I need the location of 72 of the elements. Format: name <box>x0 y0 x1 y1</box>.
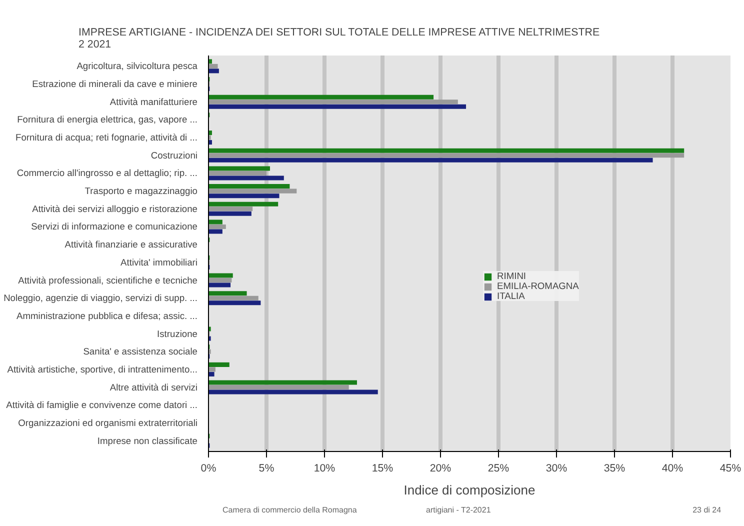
bar <box>208 367 216 372</box>
x-tick-label: 25% <box>488 462 510 474</box>
y-tick-label: Commercio all'ingrosso e al dettaglio; rip. ... <box>16 168 198 178</box>
bar <box>208 362 230 367</box>
legend-label: ITALIA <box>497 291 525 301</box>
y-tick-label: Attività di famiglie e convivenze come datori ... <box>6 400 198 410</box>
chart-title: IMPRESE ARTIGIANE - INCIDENZA DEI SETTORI SUL TOTALE DELLE IMPRESE ATTIVE NELTRIMESTRE 2 2021 <box>78 26 600 50</box>
bar <box>208 94 434 100</box>
bar <box>208 206 253 212</box>
bar <box>208 291 247 296</box>
y-tick-label: Amministrazione pubblica e difesa; assic. ... <box>16 310 198 321</box>
y-tick-label: Agricoltura, silvicoltura pesca <box>76 61 198 72</box>
bar <box>208 64 218 68</box>
y-tick-label: Istruzione <box>157 328 198 339</box>
bar <box>208 194 280 198</box>
y-tick-label: Imprese non classificate <box>97 436 198 446</box>
bar <box>208 380 357 385</box>
bar <box>208 104 466 109</box>
y-tick-label: Fornitura di energia elettrica, gas, vapore ... <box>17 114 198 125</box>
y-tick-label: Organizzazioni ed organismi extraterritoriali <box>18 418 198 428</box>
x-axis-title: Indice di composizione <box>404 482 536 498</box>
bar <box>208 296 258 300</box>
bar <box>208 282 231 288</box>
bar <box>208 158 653 162</box>
y-tick-label: Altre attività di servizi <box>110 382 198 392</box>
y-tick-label: Fornitura di acqua; reti fognarie, attività di ... <box>16 132 198 143</box>
y-tick-label: Noleggio, agenzie di viaggio, servizi di supp. ... <box>4 293 198 304</box>
x-tick-label: 0% <box>200 462 217 474</box>
bar <box>208 385 349 390</box>
x-tick-label: 45% <box>720 462 742 474</box>
x-tick-label: 15% <box>372 462 394 474</box>
x-tick-label: 10% <box>314 462 336 474</box>
y-tick-label: Attivita' immobiliari <box>120 257 198 268</box>
legend-label: RIMINI <box>497 271 526 281</box>
bar <box>208 153 684 158</box>
bar <box>208 148 684 153</box>
y-tick-label: Sanita' e assistenza sociale <box>83 346 198 357</box>
bar <box>208 170 266 176</box>
bar <box>208 68 219 74</box>
y-tick-label: Servizi di informazione e comunicazione <box>31 222 198 232</box>
y-tick-label: Attività artistiche, sportive, di intrattenimento... <box>7 364 198 374</box>
y-tick-label: Attività manifatturiere <box>110 96 198 107</box>
x-tick-label: 30% <box>546 462 568 474</box>
y-tick-label: Attività dei servizi alloggio e ristorazione <box>32 204 198 214</box>
bar <box>208 278 232 283</box>
bar <box>208 273 233 278</box>
y-tick-label: Estrazione di minerali da cave e miniere <box>32 79 198 90</box>
x-tick-label: 35% <box>604 462 626 474</box>
x-tick-label: 40% <box>662 462 684 474</box>
bar <box>208 224 226 230</box>
legend-label: EMILIA-ROMAGNA <box>497 281 579 291</box>
y-tick-label: Trasporto e magazzinaggio <box>84 186 198 196</box>
bar <box>208 211 252 216</box>
bar <box>208 390 378 394</box>
bar <box>208 202 278 206</box>
bar <box>208 184 290 189</box>
text: artigiani - T2-2021 <box>426 506 492 514</box>
bar <box>208 372 214 376</box>
bar <box>208 300 261 306</box>
bar <box>208 100 458 104</box>
x-tick-label: 5% <box>258 462 275 474</box>
y-tick-label: Attività finanziarie e assicurative <box>64 240 198 250</box>
text: 23 di 24 <box>692 506 722 514</box>
x-tick-label: 20% <box>430 462 452 474</box>
y-tick-label: Costruzioni <box>150 150 198 160</box>
bar <box>208 166 270 171</box>
bar <box>208 176 284 180</box>
y-tick-label: Attività professionali, scientifiche e tecniche <box>18 275 198 286</box>
bar <box>208 188 297 194</box>
text: Camera di commercio della Romagna <box>222 506 358 514</box>
bar <box>208 229 222 234</box>
bar <box>208 220 222 224</box>
